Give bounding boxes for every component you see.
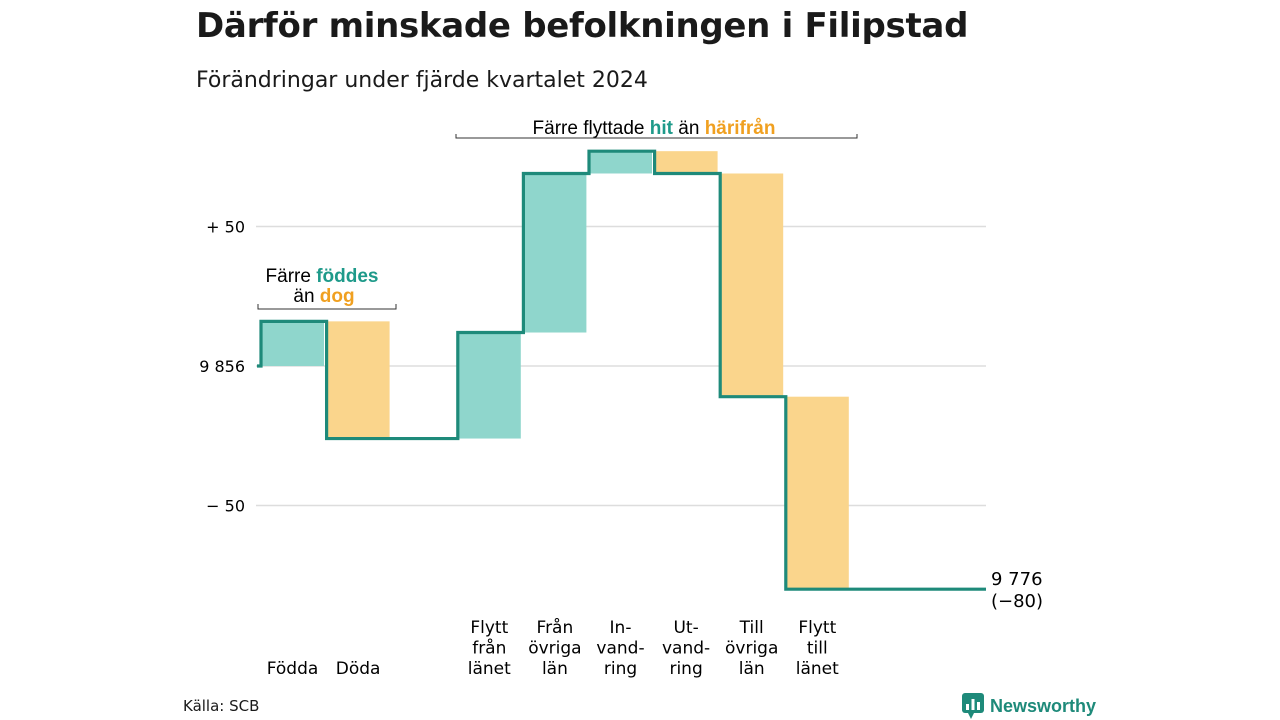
x-label-invandring: ring (604, 659, 637, 679)
bar-flytt_fran_lanet (457, 332, 521, 439)
step-line-path (257, 149, 986, 591)
migration-annotation-harifran: härifrån (705, 118, 776, 139)
x-label-flytt_till_lanet: länet (796, 659, 839, 679)
x-label-utvandring: Ut- (673, 618, 698, 638)
bar-fran_ovriga_lan (523, 173, 587, 333)
y-tick-label: − 50 (206, 497, 245, 516)
x-label-fran_ovriga_lan: Från (537, 617, 574, 638)
bar-flytt_till_lanet (785, 396, 849, 590)
newsworthy-icon (962, 693, 984, 719)
births-annotation-highlight2: dog (320, 286, 355, 307)
x-axis-labels: Födda DödaFlyttfrånlänetFrånövrigalänIn-v… (267, 617, 839, 679)
y-tick-label: 9 856 (199, 357, 245, 376)
svg-text:Färre föddes: Färre föddes (266, 266, 379, 287)
bar-fodda (261, 321, 324, 366)
births-annotation-highlight: föddes (316, 266, 378, 287)
births-annotation: Färre föddes än dog (257, 266, 397, 310)
end-value-label: 9 776 (991, 569, 1043, 590)
x-label-flytt_till_lanet: till (807, 639, 828, 659)
x-label-utvandring: vand- (662, 639, 710, 659)
bars (261, 151, 849, 590)
bar-doda (326, 321, 390, 439)
x-label-fran_ovriga_lan: övriga (528, 639, 581, 659)
x-label-doda: Döda (336, 659, 381, 679)
brand-logo: Newsworthy (962, 693, 1096, 719)
migration-annotation-pre: Färre flyttade (533, 118, 650, 139)
svg-text:än dog: än dog (293, 286, 354, 307)
migration-annotation-mid: än (673, 118, 705, 139)
x-label-till_ovriga_lan: län (739, 659, 765, 679)
x-label-flytt_fran_lanet: från (472, 638, 506, 659)
births-annotation-pre: Färre (266, 266, 317, 287)
bar-till_ovriga_lan (720, 173, 784, 397)
x-label-till_ovriga_lan: Till (739, 618, 764, 638)
x-label-till_ovriga_lan: övriga (725, 639, 778, 659)
brand-name: Newsworthy (990, 695, 1097, 716)
chart-subtitle: Förändringar under fjärde kvartalet 2024 (196, 68, 648, 93)
bar-invandring (589, 151, 652, 174)
x-label-invandring: In- (610, 618, 632, 638)
y-tick-label: + 50 (206, 218, 245, 237)
x-label-utvandring: ring (669, 659, 702, 679)
migration-annotation: Färre flyttade hit än härifrån (455, 118, 858, 139)
x-label-flytt_till_lanet: Flytt (798, 618, 836, 638)
births-annotation-pre2: än (293, 286, 319, 307)
x-label-flytt_fran_lanet: länet (468, 659, 511, 679)
step-line (257, 149, 986, 591)
x-label-fran_ovriga_lan: län (542, 659, 568, 679)
chart-title: Därför minskade befolkningen i Filipstad (196, 6, 969, 46)
bar-utvandring (654, 151, 718, 174)
y-axis-ticks: + 50 9 856 − 50 (199, 218, 245, 516)
x-label-flytt_fran_lanet: Flytt (470, 618, 508, 638)
x-label-invandring: vand- (596, 639, 644, 659)
source-note: Källa: SCB (183, 697, 260, 715)
migration-annotation-hit: hit (650, 118, 674, 139)
svg-text:Färre flyttade hit än härifrån: Färre flyttade hit än härifrån (533, 118, 776, 139)
x-label-fodda: Födda (267, 659, 319, 679)
end-change-label: (−80) (991, 591, 1043, 612)
